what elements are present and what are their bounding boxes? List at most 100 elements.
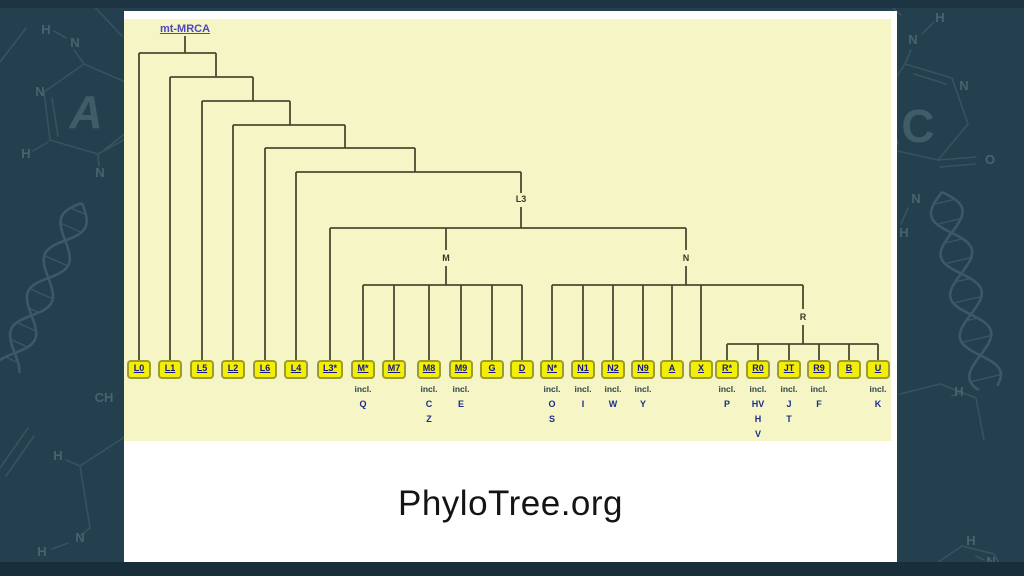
incl-haplogroup: H: [754, 414, 762, 424]
molecule-letter: A: [68, 86, 102, 138]
node-label-R: R: [799, 312, 807, 322]
leaf-column: M7: [371, 360, 417, 379]
incl-haplogroup: Q: [359, 399, 367, 409]
molecule-letter: N: [35, 84, 44, 99]
molecule-letter: C: [901, 100, 934, 152]
leaf-column: N1 incl. I: [560, 360, 606, 414]
site-title: PhyloTree.org: [397, 484, 624, 523]
leaf-column: M9 incl. E: [438, 360, 484, 414]
leaf-column: L2: [210, 360, 256, 379]
incl-prefix: incl.: [810, 384, 828, 394]
leaf-column: B: [826, 360, 872, 379]
haplogroup-link-X[interactable]: X: [689, 360, 713, 379]
molecule-letter: CH: [95, 390, 114, 405]
molecule-letter: N: [911, 191, 920, 206]
incl-block: incl. J T: [780, 384, 797, 429]
incl-prefix: incl.: [749, 384, 767, 394]
molecule-letter: N: [70, 35, 79, 50]
incl-haplogroup: J: [786, 399, 792, 409]
incl-block: incl. K: [869, 384, 886, 414]
haplogroup-link-L1[interactable]: L1: [158, 360, 182, 379]
incl-prefix: incl.: [718, 384, 736, 394]
leaf-column: G: [469, 360, 515, 379]
molecule-letter: H: [53, 448, 62, 463]
leaf-column: R0 incl. HV H V: [735, 360, 781, 444]
haplogroup-link-R9[interactable]: R9: [807, 360, 831, 379]
haplogroup-link-L6[interactable]: L6: [253, 360, 277, 379]
molecule-letter: H: [37, 544, 46, 559]
leaf-column: N2 incl. W: [590, 360, 636, 414]
incl-haplogroup: C: [425, 399, 433, 409]
haplogroup-link-B[interactable]: B: [837, 360, 861, 379]
leaf-column: N9 incl. Y: [620, 360, 666, 414]
haplogroup-link-JT[interactable]: JT: [777, 360, 801, 379]
incl-haplogroup: S: [548, 414, 555, 424]
incl-block: incl. F: [810, 384, 827, 414]
molecule-letter: N: [986, 554, 995, 569]
incl-haplogroup: K: [874, 399, 882, 409]
haplogroup-link-M8[interactable]: M8: [416, 360, 442, 379]
incl-haplogroup: F: [816, 399, 822, 409]
molecule-letter: H: [41, 22, 50, 37]
leaf-column: X: [678, 360, 724, 379]
haplogroup-link-N2[interactable]: N2: [601, 360, 625, 379]
molecule-letter: H: [899, 225, 908, 240]
haplogroup-link-N1[interactable]: N1: [571, 360, 595, 379]
incl-block: incl. P: [718, 384, 735, 414]
incl-block: incl. W: [604, 384, 621, 414]
leaf-column: L0: [116, 360, 162, 379]
haplogroup-link-U[interactable]: U: [866, 360, 890, 379]
top-band: [0, 0, 1024, 8]
molecule-letter: H: [935, 10, 944, 25]
haplogroup-link-R0[interactable]: R0: [746, 360, 770, 379]
node-label-N: N: [682, 253, 690, 263]
haplogroup-link-M7[interactable]: M7: [381, 360, 407, 379]
leaf-column: L5: [179, 360, 225, 379]
incl-prefix: incl.: [604, 384, 622, 394]
incl-haplogroup: E: [457, 399, 464, 409]
leaf-column: R* incl. P: [704, 360, 750, 414]
molecule-letter: H: [21, 146, 30, 161]
haplogroup-link-L3star[interactable]: L3*: [316, 360, 343, 379]
root-node-link[interactable]: mt-MRCA: [159, 23, 211, 35]
haplogroup-link-L4[interactable]: L4: [284, 360, 308, 379]
incl-haplogroup: P: [723, 399, 730, 409]
haplogroup-link-L5[interactable]: L5: [190, 360, 214, 379]
molecule-letter: N: [95, 165, 104, 180]
haplogroup-link-Nstar[interactable]: N*: [540, 360, 564, 379]
leaf-column: L3*: [307, 360, 353, 379]
leaf-column: D: [499, 360, 545, 379]
bottom-band: [0, 562, 1024, 576]
molecule-letter: N: [908, 32, 917, 47]
incl-prefix: incl.: [452, 384, 470, 394]
incl-haplogroup: I: [581, 399, 585, 409]
haplogroup-link-Mstar[interactable]: M*: [351, 360, 375, 379]
incl-haplogroup: W: [608, 399, 618, 409]
incl-block: incl. Y: [634, 384, 651, 414]
incl-block: incl. E: [452, 384, 469, 414]
leaf-column: JT incl. J T: [766, 360, 812, 429]
node-label-L3: L3: [515, 194, 527, 204]
haplogroup-link-L0[interactable]: L0: [127, 360, 151, 379]
haplogroup-link-M9[interactable]: M9: [448, 360, 474, 379]
haplogroup-link-Rstar[interactable]: R*: [715, 360, 739, 379]
incl-prefix: incl.: [780, 384, 798, 394]
incl-block: incl. C Z: [420, 384, 437, 429]
haplogroup-link-L2[interactable]: L2: [221, 360, 245, 379]
leaf-column: M* incl. Q: [340, 360, 386, 414]
haplogroup-link-D[interactable]: D: [510, 360, 534, 379]
incl-block: incl. O S: [543, 384, 560, 429]
incl-haplogroup: V: [754, 429, 761, 439]
incl-prefix: incl.: [420, 384, 438, 394]
haplogroup-link-N9[interactable]: N9: [631, 360, 655, 379]
haplogroup-link-G[interactable]: G: [480, 360, 504, 379]
leaf-column: A: [649, 360, 695, 379]
molecule-letter: H: [966, 533, 975, 548]
leaf-column: L1: [147, 360, 193, 379]
incl-haplogroup: T: [786, 414, 792, 424]
incl-haplogroup: Z: [426, 414, 432, 424]
haplogroup-link-A[interactable]: A: [660, 360, 684, 379]
